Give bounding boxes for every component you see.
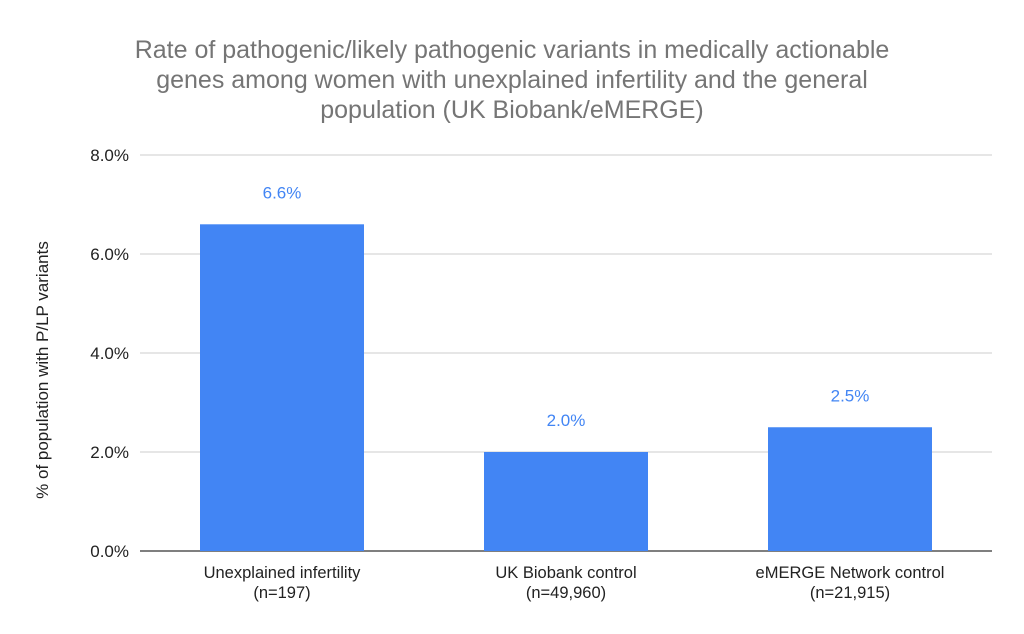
data-labels: 6.6% 2.0% 2.5% (263, 183, 870, 430)
y-tick-label: 8.0% (90, 146, 129, 165)
bar (484, 452, 648, 551)
data-label: 2.0% (547, 411, 586, 430)
chart-title-line-1: Rate of pathogenic/likely pathogenic var… (135, 36, 890, 64)
y-axis-ticks: 0.0% 2.0% 4.0% 6.0% 8.0% (90, 146, 129, 561)
chart-title: Rate of pathogenic/likely pathogenic var… (135, 36, 890, 124)
y-axis-title: % of population with P/LP variants (33, 241, 52, 499)
x-category-label: Unexplained infertility (204, 564, 362, 582)
bar (768, 427, 932, 551)
y-tick-label: 0.0% (90, 542, 129, 561)
bars (200, 224, 932, 552)
x-category-label: (n=197) (253, 584, 310, 602)
data-label: 2.5% (831, 386, 870, 405)
x-category-label: (n=21,915) (810, 584, 890, 602)
y-tick-label: 4.0% (90, 344, 129, 363)
y-tick-label: 6.0% (90, 245, 129, 264)
x-category-label: (n=49,960) (526, 584, 606, 602)
x-axis-labels: Unexplained infertility (n=197) UK Biobank… (204, 564, 945, 602)
y-tick-label: 2.0% (90, 443, 129, 462)
chart-title-line-2: genes among women with unexplained infer… (156, 66, 868, 94)
x-category-label: eMERGE Network control (756, 564, 945, 582)
x-category-label: UK Biobank control (495, 564, 636, 582)
bar (200, 224, 364, 552)
data-label: 6.6% (263, 183, 302, 202)
chart-title-line-3: population (UK Biobank/eMERGE) (320, 96, 704, 124)
